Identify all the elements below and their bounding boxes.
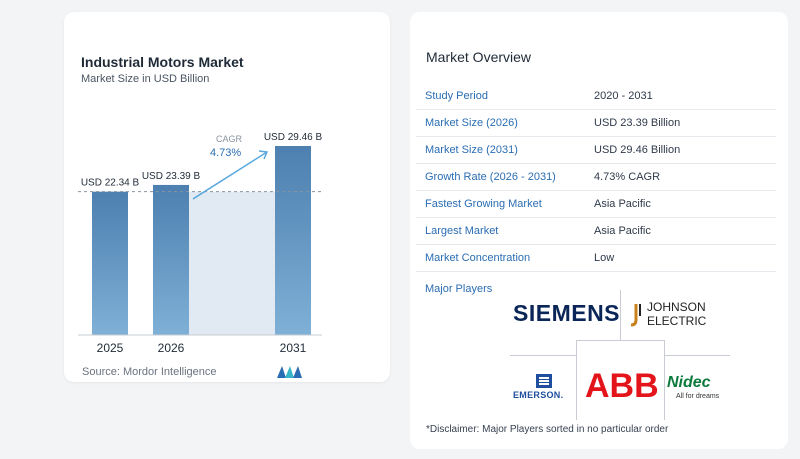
divider — [664, 340, 665, 420]
x-tick-label: 2031 — [280, 341, 307, 355]
divider — [510, 355, 576, 356]
row-value: 2020 - 2031 — [594, 90, 653, 102]
chart-subtitle: Market Size in USD Billion — [81, 73, 210, 85]
johnson-electric-logo: JOHNSON ELECTRIC — [647, 300, 706, 328]
divider — [664, 355, 730, 356]
divider — [576, 340, 664, 341]
divider — [620, 290, 621, 340]
overview-title: Market Overview — [426, 49, 532, 65]
disclaimer: *Disclaimer: Major Players sorted in no … — [426, 424, 669, 435]
overview-row: Study Period 2020 - 2031 — [416, 83, 776, 110]
johnson-electric-icon — [627, 302, 645, 328]
mordor-logo-icon — [277, 366, 302, 378]
row-label: Market Size (2026) — [425, 117, 518, 129]
nidec-logo: Nidec — [667, 374, 711, 391]
emerson-logo: EMERSON. — [513, 390, 564, 400]
cagr-arrow-head — [258, 150, 269, 160]
data-label: USD 29.46 B — [264, 132, 323, 143]
divider — [576, 340, 577, 420]
player-logos: SIEMENS JOHNSON ELECTRIC EMERSON. ABB Ni… — [510, 290, 732, 420]
bar-2025 — [92, 191, 128, 335]
siemens-logo: SIEMENS — [513, 300, 621, 326]
cagr-label: CAGR — [216, 134, 243, 144]
row-value: Low — [594, 252, 615, 264]
overview-table: Study Period 2020 - 2031 Market Size (202… — [416, 83, 776, 272]
overview-row: Market Concentration Low — [416, 245, 776, 272]
bar-chart: USD 22.34 B 2025 USD 23.39 B 2026 USD 29.46 … — [78, 132, 323, 355]
cagr-value: 4.73% — [210, 147, 241, 159]
x-tick-label: 2026 — [158, 341, 185, 355]
row-value: 4.73% CAGR — [594, 171, 661, 183]
row-value: USD 23.39 Billion — [594, 117, 681, 129]
major-players-label: Major Players — [425, 283, 493, 295]
row-label: Fastest Growing Market — [425, 198, 542, 210]
overview-row: Fastest Growing Market Asia Pacific — [416, 191, 776, 218]
row-label: Market Concentration — [425, 252, 531, 264]
bar-2026 — [153, 184, 189, 335]
chart-card: Industrial Motors Market Market Size in … — [64, 12, 390, 382]
emerson-icon — [536, 374, 552, 388]
market-overview-panel: Market Overview Study Period 2020 - 2031 … — [410, 12, 788, 449]
growth-shade — [189, 191, 275, 335]
row-label: Study Period — [425, 90, 488, 102]
overview-row: Market Size (2031) USD 29.46 Billion — [416, 137, 776, 164]
source-note: Source: Mordor Intelligence — [82, 366, 217, 378]
row-label: Growth Rate (2026 - 2031) — [425, 171, 556, 183]
overview-row: Largest Market Asia Pacific — [416, 218, 776, 245]
data-label: USD 23.39 B — [142, 171, 201, 182]
johnson-line2: ELECTRIC — [647, 314, 707, 328]
row-label: Market Size (2031) — [425, 144, 518, 156]
nidec-tagline: All for dreams — [676, 393, 720, 400]
overview-row: Market Size (2026) USD 23.39 Billion — [416, 110, 776, 137]
cagr-arrow — [192, 151, 268, 200]
row-value: USD 29.46 Billion — [594, 144, 681, 156]
row-value: Asia Pacific — [594, 225, 651, 237]
row-value: Asia Pacific — [594, 198, 651, 210]
x-tick-label: 2025 — [97, 341, 124, 355]
johnson-line1: JOHNSON — [647, 300, 706, 314]
chart-title: Industrial Motors Market — [81, 54, 244, 70]
data-label: USD 22.34 B — [81, 178, 140, 189]
row-label: Largest Market — [425, 225, 499, 237]
bar-2031 — [275, 146, 311, 335]
abb-logo: ABB — [585, 367, 659, 405]
overview-row: Growth Rate (2026 - 2031) 4.73% CAGR — [416, 164, 776, 191]
